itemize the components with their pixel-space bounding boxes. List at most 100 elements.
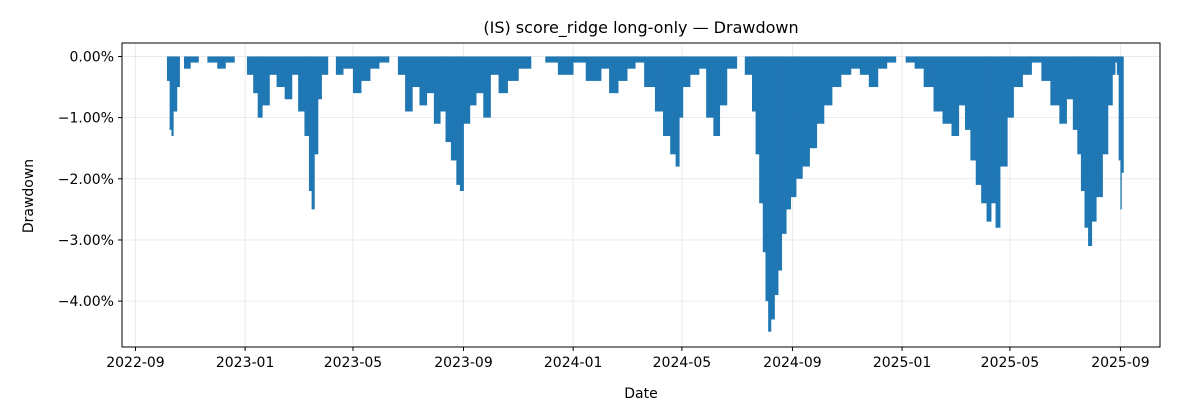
x-tick-label: 2025-09 (1091, 355, 1150, 371)
drawdown-bar (627, 56, 636, 69)
drawdown-bar (1107, 56, 1113, 106)
drawdown-bar (269, 56, 277, 75)
drawdown-bar (1112, 56, 1116, 75)
drawdown-bar (914, 56, 925, 69)
drawdown-bar (585, 56, 602, 81)
drawdown-bar (518, 56, 532, 69)
drawdown-bar (445, 56, 452, 143)
y-tick-label: −3.00% (58, 233, 114, 249)
drawdown-bar (786, 56, 792, 210)
drawdown-bar (426, 56, 435, 94)
drawdown-bar (762, 56, 766, 253)
drawdown-bar (379, 56, 390, 63)
drawdown-bar (257, 56, 263, 118)
drawdown-bar (981, 56, 987, 204)
drawdown-bar (670, 56, 676, 155)
drawdown-bar (886, 56, 897, 63)
drawdown-bar (1031, 56, 1042, 63)
drawdown-bar (1072, 56, 1078, 130)
drawdown-bar (765, 56, 769, 302)
drawdown-bar (545, 56, 559, 63)
drawdown-bar (166, 56, 171, 81)
drawdown-bar (654, 56, 664, 112)
drawdown-bar (744, 56, 753, 75)
drawdown-bar (1077, 56, 1082, 155)
drawdown-bar (317, 56, 322, 100)
drawdown-bar (433, 56, 441, 124)
drawdown-bar (868, 56, 879, 88)
drawdown-bar (298, 56, 305, 112)
drawdown-bar (1096, 56, 1103, 198)
drawdown-bars (166, 56, 1124, 332)
drawdown-bar (831, 56, 842, 88)
drawdown-bar (905, 56, 916, 63)
drawdown-bar (246, 56, 254, 75)
drawdown-bar (706, 56, 714, 118)
drawdown-bar (759, 56, 764, 204)
drawdown-bar (176, 56, 180, 88)
drawdown-bar (397, 56, 406, 75)
x-tick-label: 2024-05 (653, 355, 712, 371)
drawdown-bar (609, 56, 619, 94)
drawdown-bar (991, 56, 996, 204)
drawdown-bar (1091, 56, 1097, 222)
drawdown-bar (1084, 56, 1089, 228)
drawdown-bar (314, 56, 319, 155)
x-tick-label: 2023-09 (434, 355, 493, 371)
drawdown-bar (770, 56, 775, 320)
drawdown-bar (877, 56, 888, 69)
drawdown-bar (719, 56, 728, 106)
drawdown-bar (1121, 56, 1124, 173)
drawdown-bar (781, 56, 787, 234)
y-axis-label: Drawdown (21, 159, 37, 233)
x-tick-label: 2023-01 (216, 355, 275, 371)
drawdown-bar (823, 56, 833, 106)
drawdown-bar (573, 56, 587, 63)
drawdown-bar (225, 56, 235, 63)
drawdown-bar (184, 56, 191, 69)
drawdown-bar (713, 56, 721, 136)
drawdown-bar (217, 56, 226, 69)
drawdown-bar (1007, 56, 1014, 118)
drawdown-bar (1116, 56, 1120, 75)
drawdown-bar (1050, 56, 1060, 106)
drawdown-bar (370, 56, 380, 69)
drawdown-bar (173, 56, 178, 112)
drawdown-bar (190, 56, 199, 63)
drawdown-bar (412, 56, 420, 88)
drawdown-bar (321, 56, 329, 75)
drawdown-bar (1088, 56, 1093, 247)
drawdown-bar (361, 56, 371, 81)
drawdown-bar (456, 56, 461, 185)
drawdown-bar (440, 56, 446, 112)
drawdown-bar (951, 56, 960, 136)
drawdown-bar (463, 56, 471, 124)
drawdown-bar (498, 56, 508, 94)
drawdown-bar (790, 56, 797, 198)
drawdown-bar (291, 56, 299, 75)
drawdown-bar (253, 56, 259, 94)
drawdown-bar (450, 56, 457, 161)
drawdown-bar (335, 56, 344, 75)
drawdown-bar (970, 56, 977, 161)
drawdown-bar (1115, 56, 1118, 63)
drawdown-bar (663, 56, 671, 136)
drawdown-bar (304, 56, 310, 136)
drawdown-bar (796, 56, 803, 179)
chart-title: (IS) score_ridge long-only — Drawdown (483, 18, 798, 38)
drawdown-bar (1013, 56, 1023, 88)
drawdown-bar (768, 56, 772, 332)
drawdown-bar (557, 56, 574, 75)
drawdown-bar (1080, 56, 1085, 192)
x-axis-ticks: 2022-09 2023-01 2023-05 2023-09 2024-01 2024-… (106, 347, 1150, 371)
drawdown-bar (964, 56, 971, 130)
drawdown-bar (682, 56, 691, 88)
drawdown-bar (679, 56, 684, 118)
drawdown-bar (840, 56, 852, 75)
drawdown-bar (1041, 56, 1051, 81)
drawdown-bar (1066, 56, 1074, 100)
drawdown-bar (1000, 56, 1008, 167)
drawdown-bar (942, 56, 952, 124)
drawdown-bar (816, 56, 825, 124)
y-tick-label: −4.00% (58, 294, 114, 310)
